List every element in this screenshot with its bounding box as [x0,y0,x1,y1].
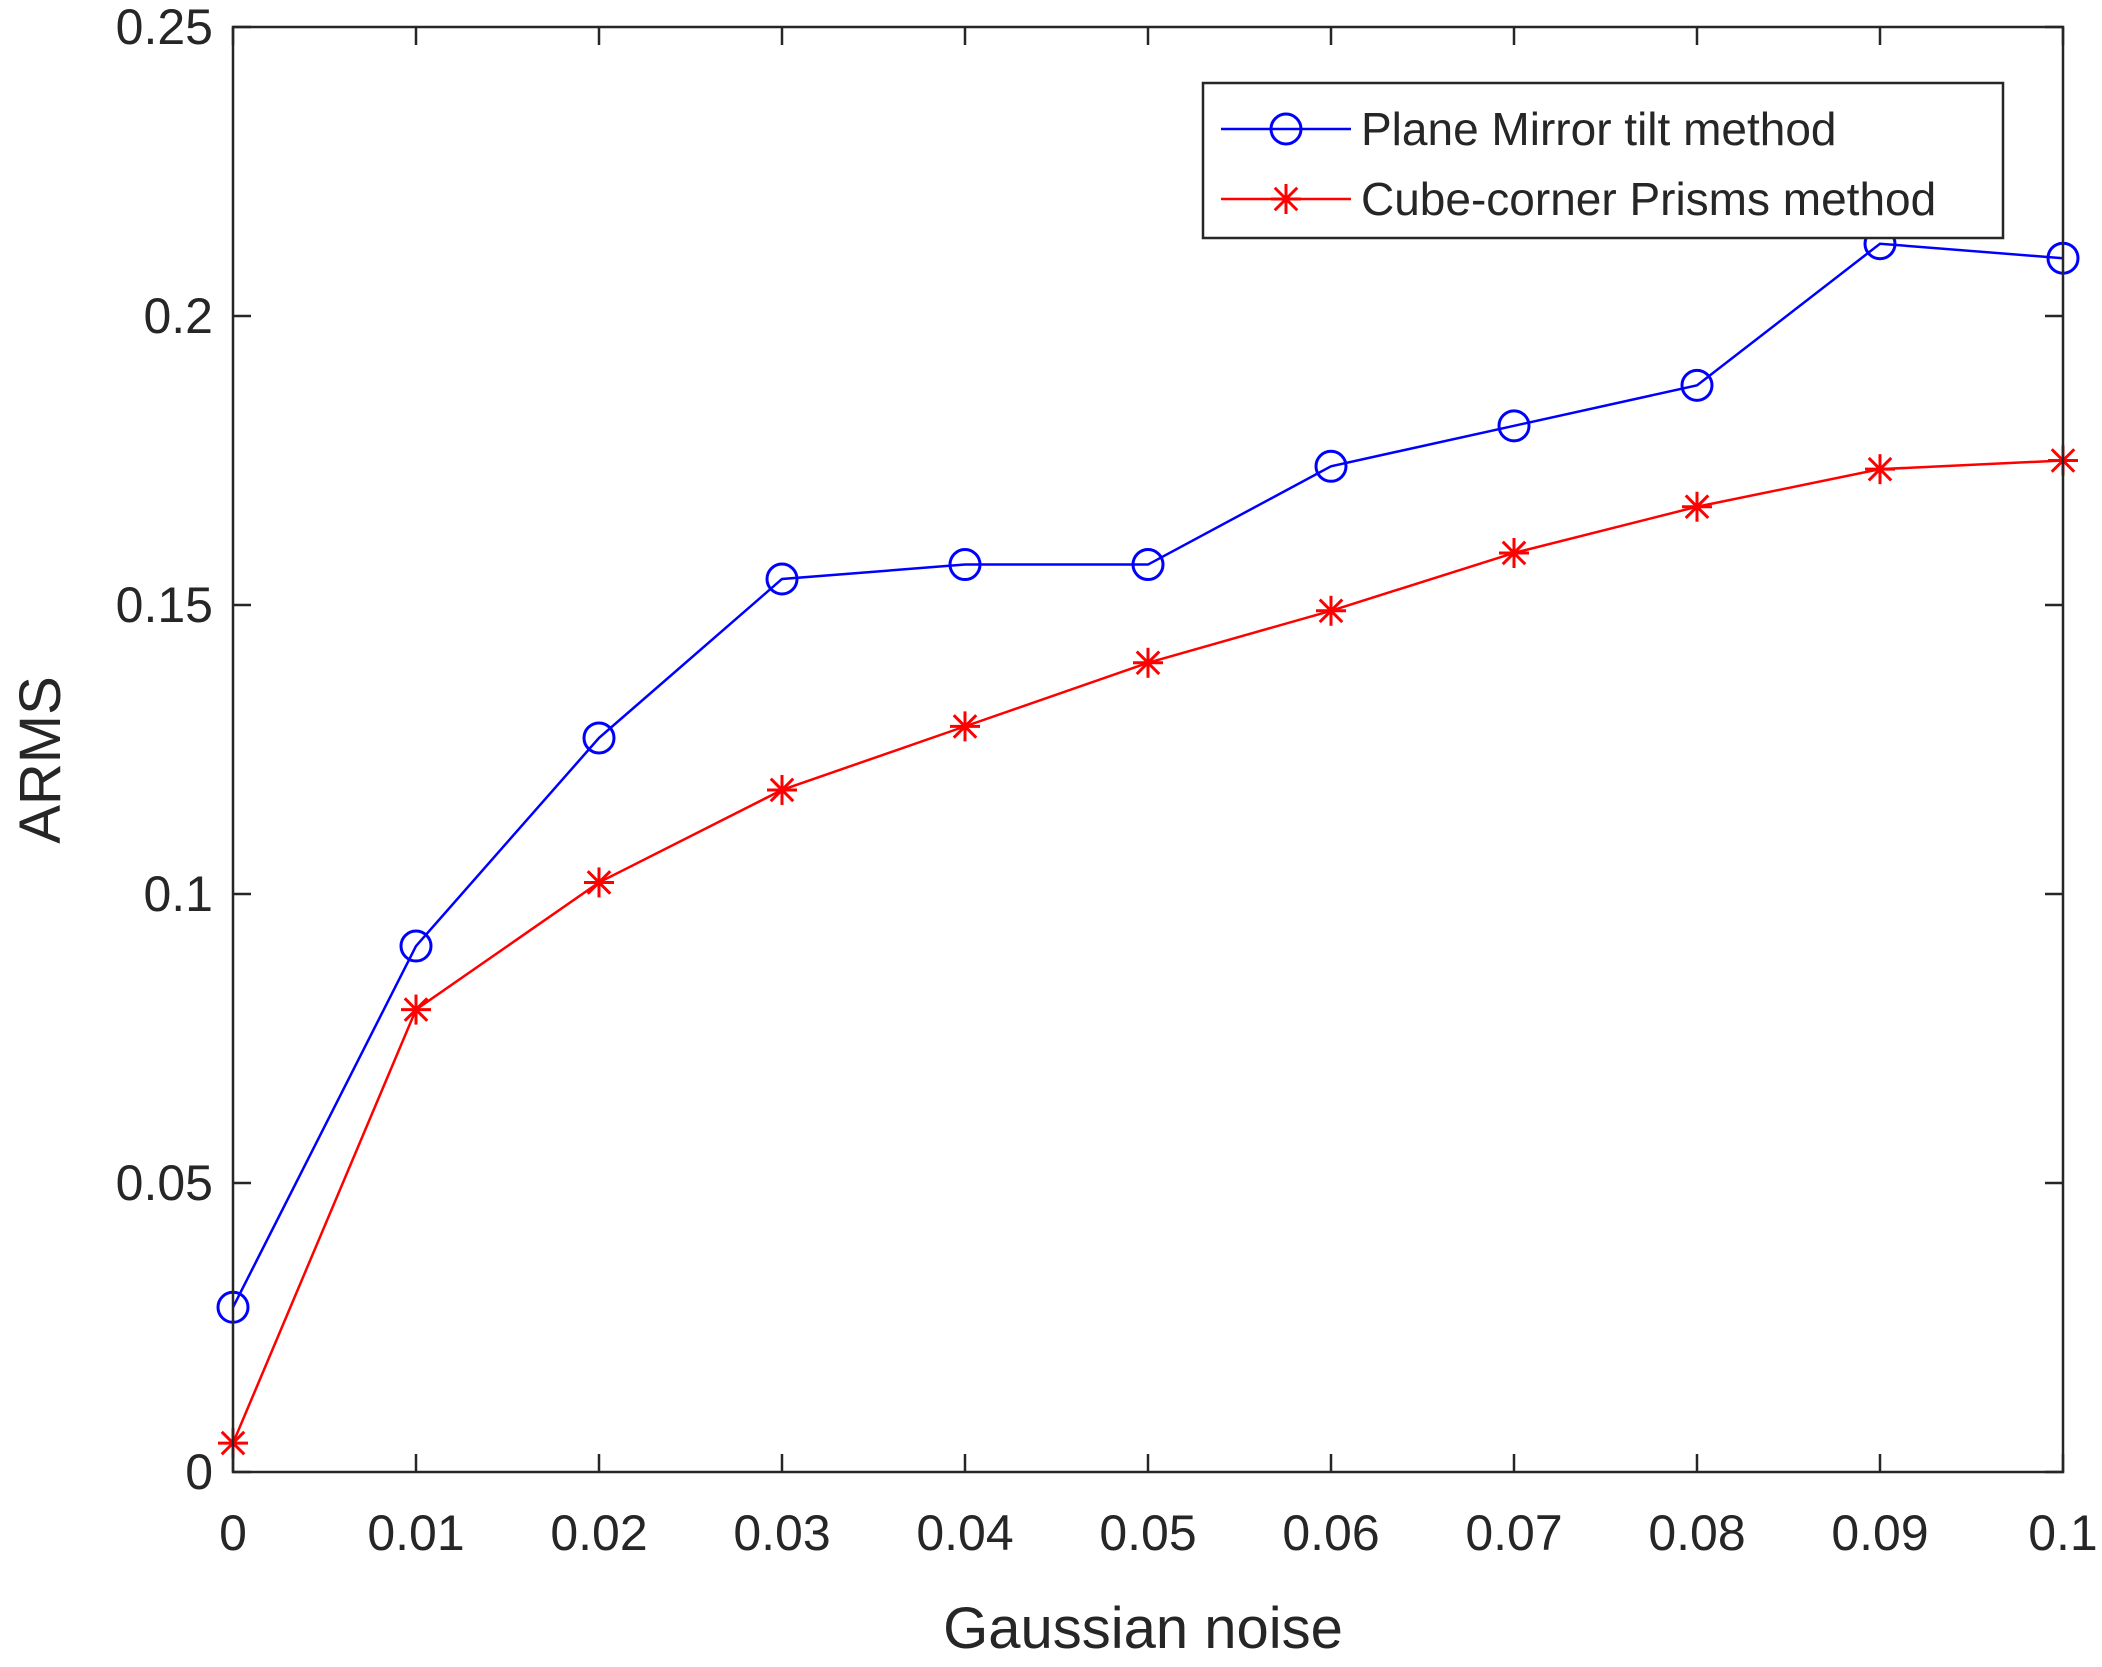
x-tick-label: 0 [219,1505,247,1561]
x-tick-label: 0.08 [1648,1505,1745,1561]
x-tick-label: 0.1 [2028,1505,2098,1561]
y-tick-label: 0 [185,1444,213,1500]
x-tick-label: 0.01 [367,1505,464,1561]
legend-label-2: Cube-corner Prisms method [1361,173,1936,225]
y-axis-title: ARMS [8,676,73,844]
series-1-point [1680,368,1714,402]
series-2-point [1865,454,1895,485]
x-axis-title: Gaussian noise [943,1596,1343,1661]
series-1-point [765,562,799,596]
legend-label-1: Plane Mirror tilt method [1361,103,1837,155]
x-tick-label: 0.02 [550,1505,647,1561]
series-1-point [1314,449,1348,483]
series-2-point [1316,595,1346,626]
x-tick-label: 0.05 [1099,1505,1196,1561]
series-2-point [950,711,980,742]
y-tick-label: 0.15 [116,577,213,633]
legend-marker-1 [1269,112,1303,146]
series-line-1 [231,242,2064,1308]
series-1-point [948,548,982,582]
y-tick-label: 0.25 [116,0,213,55]
x-tick-label: 0.04 [916,1505,1013,1561]
y-tick-label: 0.05 [116,1155,213,1211]
series-2-point [767,774,797,805]
legend: Plane Mirror tilt method Cube-corner Pris… [1201,81,2005,240]
series-2-point [1133,647,1163,678]
legend-box [1201,81,2005,240]
series-1-point [582,721,616,755]
x-tick-label: 0.06 [1282,1505,1379,1561]
x-tick-label: 0.07 [1465,1505,1562,1561]
series-1-point [1131,548,1165,582]
series-2-point [1682,491,1712,522]
series-2-point [1499,537,1529,568]
legend-marker-2 [1271,184,1301,214]
x-tick-label: 0.09 [1831,1505,1928,1561]
y-tick-label: 0.2 [143,288,213,344]
series-1-point [399,929,433,963]
series-2-point [584,867,614,898]
x-tick-label: 0.03 [733,1505,830,1561]
series-2-point [401,994,431,1025]
series-1-point [1497,409,1531,443]
y-tick-label: 0.1 [143,866,213,922]
